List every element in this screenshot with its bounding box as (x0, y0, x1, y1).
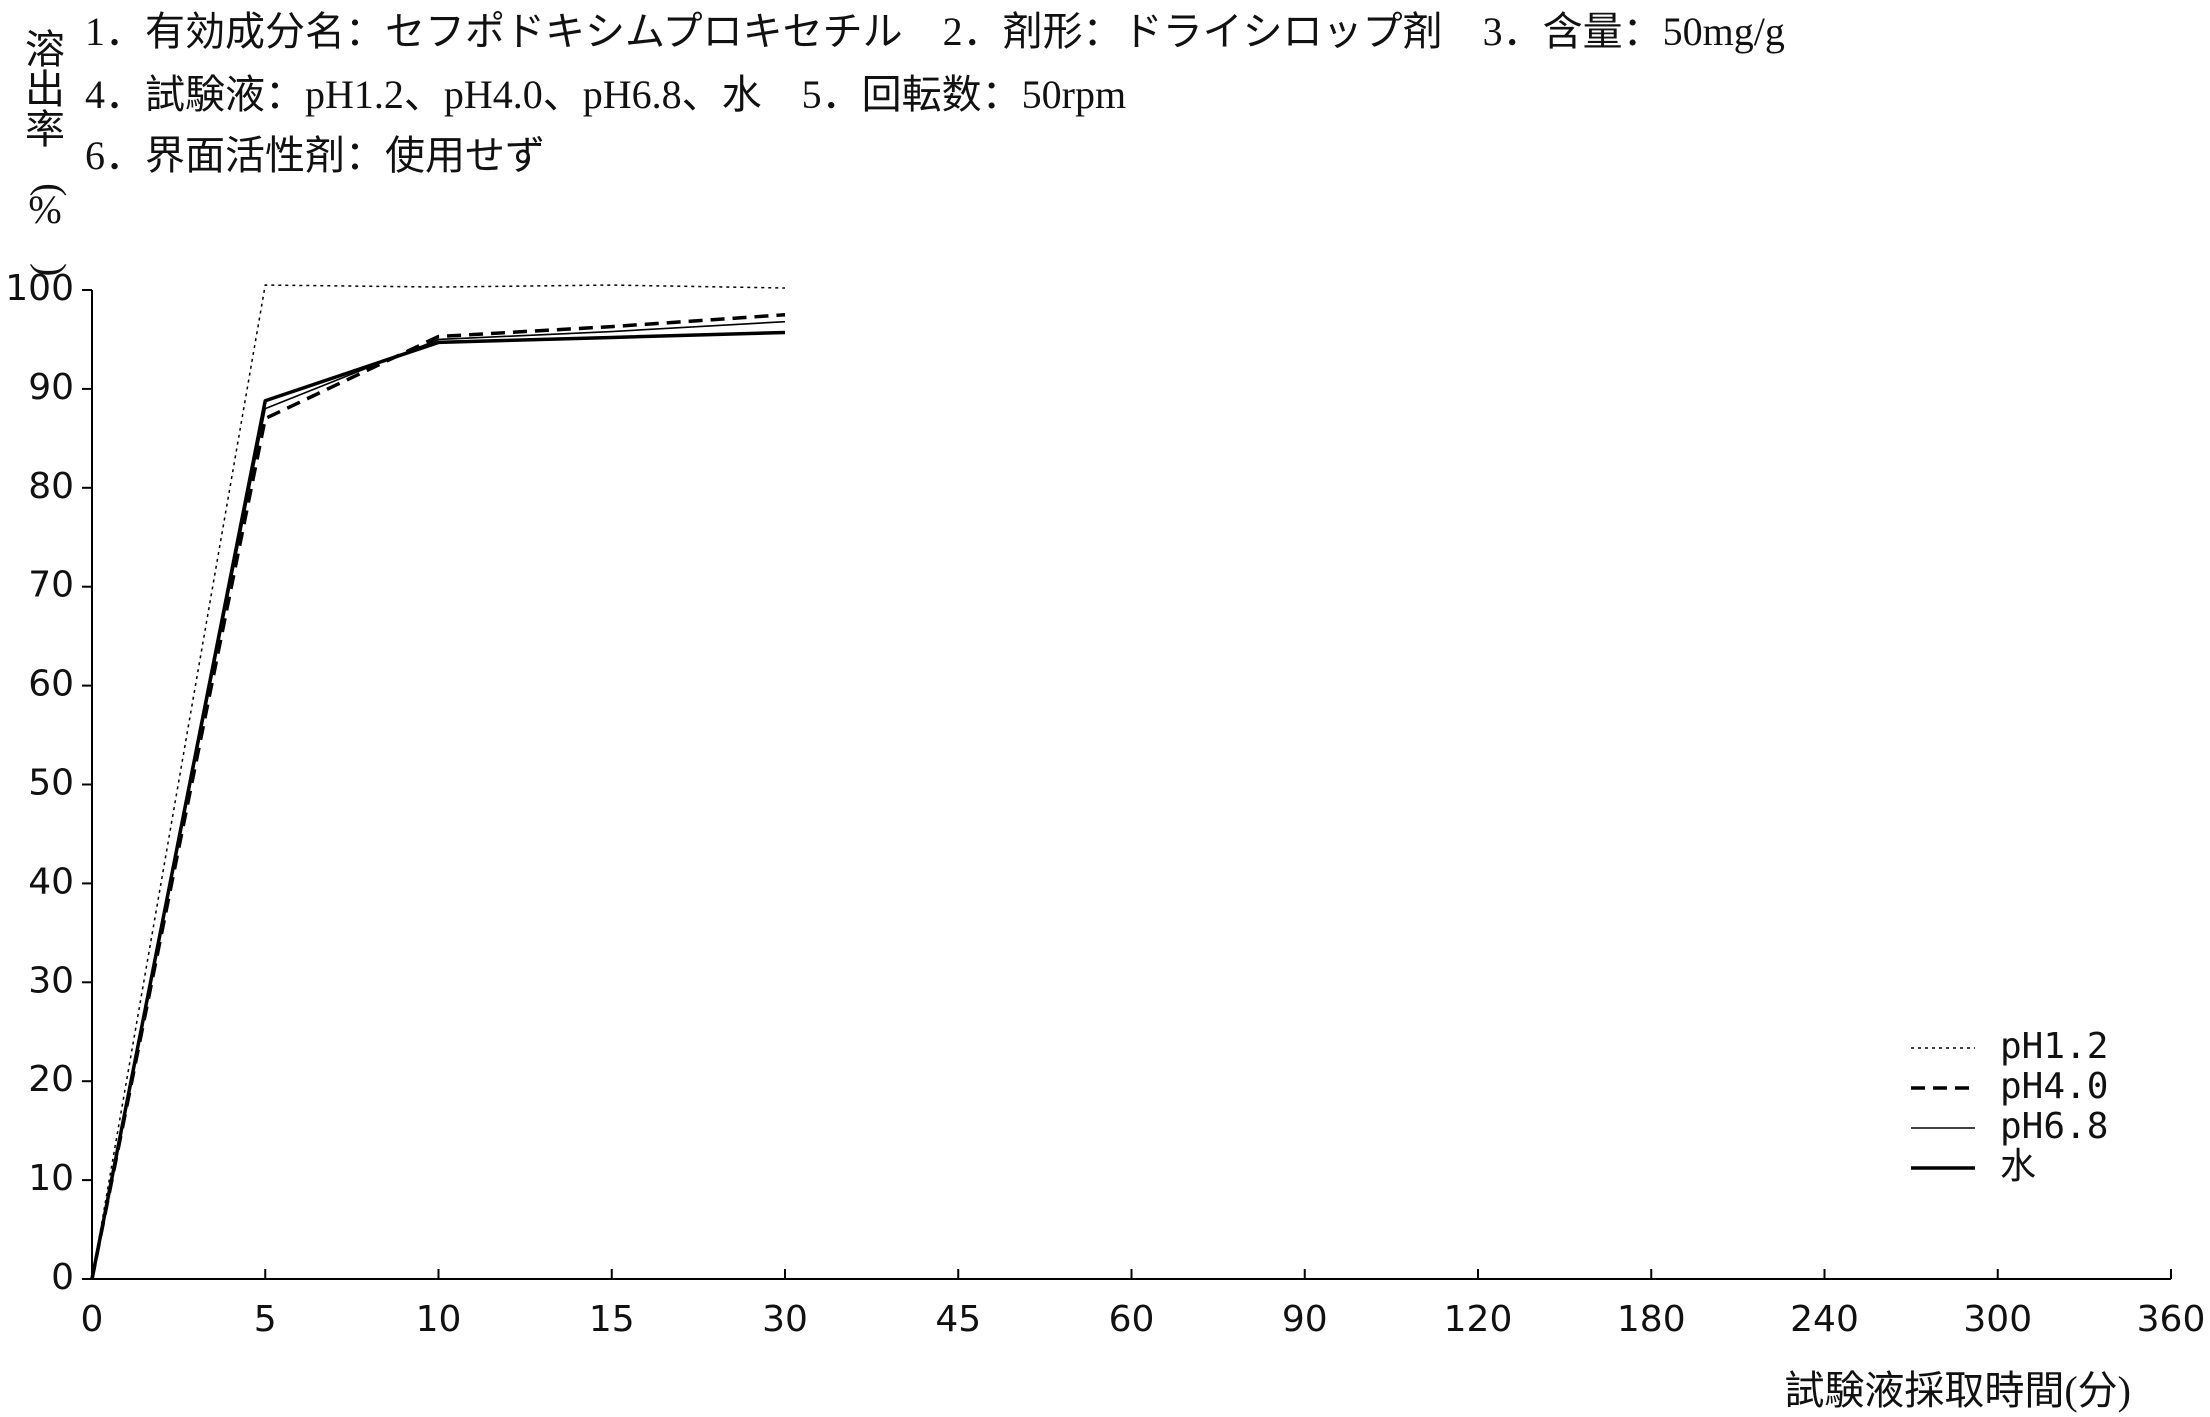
x-tick-label: 90 (1282, 1299, 1328, 1340)
legend-label: pH4.0 (2000, 1066, 2108, 1107)
data-line (90, 330, 786, 1280)
x-tick-label: 15 (589, 1299, 635, 1340)
y-tick-label: 90 (28, 367, 74, 408)
header-line: 1．有効成分名：セフポドキシムプロキセチル 2．剤形：ドライシロップ剤 3．含量… (85, 9, 1785, 54)
legend-label: pH6.8 (2000, 1106, 2108, 1147)
data-line (91, 320, 786, 1280)
y-tick-label: 30 (28, 960, 74, 1001)
legend-label: pH1.2 (2000, 1026, 2108, 1067)
y-tick-label: 70 (28, 565, 74, 606)
x-tick-label: 300 (1963, 1299, 2032, 1340)
x-tick-label: 180 (1617, 1299, 1686, 1340)
x-tick-label: 45 (935, 1299, 981, 1340)
header-line: 6．界面活性剤：使用せず (85, 133, 545, 178)
x-tick-label: 240 (1790, 1299, 1859, 1340)
y-tick-label: 20 (28, 1059, 74, 1100)
data-line (90, 312, 786, 1280)
data-line (91, 284, 786, 1280)
legend-label: 水 (2000, 1146, 2036, 1187)
x-tick-label: 5 (254, 1299, 277, 1340)
x-tick-label: 120 (1444, 1299, 1513, 1340)
y-tick-label: 50 (28, 763, 74, 804)
y-tick-label: 100 (5, 268, 74, 309)
header-line: 4．試験液：pH1.2、pH4.0、pH6.8、水 5．回転数：50rpm (85, 72, 1126, 117)
y-tick-label: 40 (28, 861, 74, 902)
y-tick-label: 80 (28, 466, 74, 507)
y-axis-label: 溶出率(%) (25, 27, 74, 276)
x-tick-label: 30 (762, 1299, 808, 1340)
x-tick-label: 60 (1109, 1299, 1155, 1340)
x-tick-label: 10 (416, 1299, 462, 1340)
y-tick-label: 10 (28, 1158, 74, 1199)
y-tick-label: 0 (51, 1257, 74, 1298)
y-tick-label: 60 (28, 664, 74, 705)
x-tick-label: 360 (2137, 1299, 2206, 1340)
x-tick-label: 0 (81, 1299, 104, 1340)
x-axis-label: 試験液採取時間(分) (1784, 1368, 2131, 1413)
